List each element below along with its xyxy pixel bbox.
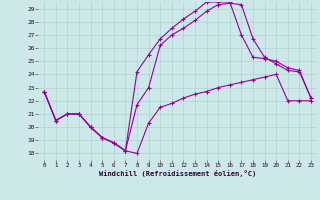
- X-axis label: Windchill (Refroidissement éolien,°C): Windchill (Refroidissement éolien,°C): [99, 170, 256, 177]
